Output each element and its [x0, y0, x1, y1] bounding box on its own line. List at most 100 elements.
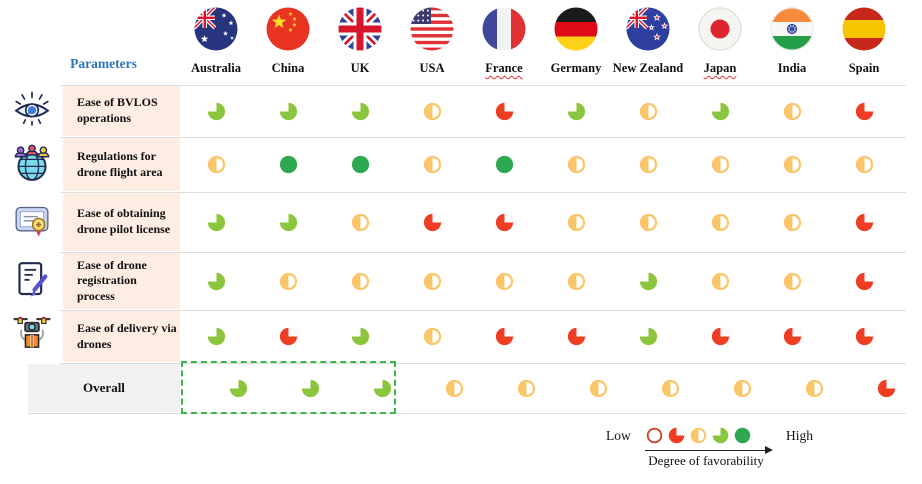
row-ease-of-bvlos-operations: Ease of BVLOS operations — [0, 85, 922, 137]
parameters-header: Parameters — [70, 56, 137, 71]
column-header-spain: Spain — [828, 7, 900, 76]
country-label: Germany — [550, 61, 602, 75]
favorability-full-green-icon — [351, 155, 369, 174]
china-flag-icon — [266, 7, 310, 56]
cell-ease-of-obtaining-drone-pilot-license-germany — [540, 213, 612, 232]
row-icon-cell — [0, 313, 63, 360]
cell-regulations-for-drone-flight-area-germany — [540, 155, 612, 174]
row-label: Ease of BVLOS operations — [77, 95, 158, 125]
delivery-drone-icon — [10, 313, 54, 360]
country-label: UK — [350, 61, 370, 75]
favorability-half-yellow-icon — [567, 213, 585, 231]
favorability-half-yellow-icon — [639, 102, 657, 120]
favorability-three-quarter-green-icon — [712, 427, 729, 444]
legend-scale-icons — [646, 427, 751, 444]
cell-overall-japan — [706, 379, 778, 398]
cell-regulations-for-drone-flight-area-usa — [396, 155, 468, 174]
favorability-half-yellow-icon — [733, 379, 751, 397]
favorability-quarter-red-icon — [877, 379, 895, 397]
favorability-three-quarter-green-icon — [279, 102, 297, 120]
favorability-half-yellow-icon — [783, 155, 801, 174]
favorability-quarter-red-icon — [711, 327, 729, 346]
favorability-empty-icon — [646, 427, 663, 444]
cell-ease-of-bvlos-operations-uk — [324, 102, 396, 121]
cell-regulations-for-drone-flight-area-uk — [324, 155, 396, 174]
favorability-half-yellow-icon — [351, 213, 369, 231]
cell-ease-of-obtaining-drone-pilot-license-usa — [396, 213, 468, 232]
favorability-half-yellow-icon — [783, 102, 801, 120]
row-label: Ease of obtaining drone pilot license — [77, 206, 171, 236]
favorability-half-yellow-icon — [711, 155, 729, 174]
favorability-quarter-red-icon — [495, 213, 513, 231]
favorability-half-yellow-icon — [423, 155, 441, 174]
favorability-full-green-icon — [495, 155, 513, 174]
cell-overall-spain — [850, 379, 922, 398]
spain-flag-icon — [842, 7, 886, 56]
cell-ease-of-bvlos-operations-germany — [540, 102, 612, 121]
row-label: Ease of drone registration process — [77, 257, 147, 303]
favorability-quarter-red-icon — [855, 213, 873, 231]
france-flag-icon — [482, 7, 526, 56]
country-label: France — [485, 61, 523, 75]
cell-regulations-for-drone-flight-area-china — [252, 155, 324, 174]
row-ease-of-obtaining-drone-pilot-license: Ease of obtaining drone pilot license — [0, 192, 922, 252]
row-icon-cell — [0, 200, 63, 245]
country-label: Japan — [703, 61, 737, 75]
row-ease-of-drone-registration-process: Ease of drone registration process — [0, 252, 922, 310]
favorability-half-yellow-icon — [690, 427, 707, 444]
cell-ease-of-obtaining-drone-pilot-license-india — [756, 213, 828, 232]
legend-low-label: Low — [606, 428, 631, 443]
favorability-quarter-red-icon — [855, 327, 873, 346]
cell-regulations-for-drone-flight-area-france — [468, 155, 540, 174]
row-label-band — [28, 364, 180, 412]
favorability-half-yellow-icon — [517, 379, 535, 397]
cell-ease-of-drone-registration-process-usa — [396, 272, 468, 291]
row-divider — [60, 310, 906, 311]
favorability-half-yellow-icon — [279, 272, 297, 290]
favorability-full-green-icon — [734, 427, 751, 444]
column-header-uk: UK — [324, 7, 396, 76]
favorability-half-yellow-icon — [207, 155, 225, 174]
favorability-half-yellow-icon — [423, 272, 441, 290]
favorability-three-quarter-green-icon — [639, 272, 657, 290]
favorability-half-yellow-icon — [855, 155, 873, 174]
favorability-three-quarter-green-icon — [229, 379, 247, 397]
cell-overall-australia — [202, 379, 274, 398]
favorability-half-yellow-icon — [783, 213, 801, 231]
favorability-quarter-red-icon — [567, 327, 585, 346]
column-header-germany: Germany — [540, 7, 612, 76]
column-header-japan: Japan — [684, 7, 756, 76]
globe-people-icon — [11, 141, 53, 188]
legend-high-label: High — [786, 428, 813, 443]
favorability-three-quarter-green-icon — [351, 102, 369, 120]
row-label-band — [63, 138, 180, 191]
cell-regulations-for-drone-flight-area-spain — [828, 155, 900, 174]
cell-ease-of-drone-registration-process-spain — [828, 272, 900, 291]
overall-top-countries-highlight-box — [181, 361, 396, 414]
column-header-new-zealand: New Zealand — [612, 7, 684, 76]
cell-ease-of-drone-registration-process-germany — [540, 272, 612, 291]
cell-ease-of-obtaining-drone-pilot-license-australia — [180, 213, 252, 232]
favorability-half-yellow-icon — [639, 213, 657, 231]
column-header-australia: Australia — [180, 7, 252, 76]
country-label: Spain — [848, 61, 880, 75]
favorability-half-yellow-icon — [567, 272, 585, 290]
favorability-half-yellow-icon — [711, 213, 729, 231]
row-label-band — [63, 253, 180, 309]
cell-ease-of-drone-registration-process-australia — [180, 272, 252, 291]
favorability-quarter-red-icon — [855, 272, 873, 290]
favorability-three-quarter-green-icon — [279, 213, 297, 231]
row-cells — [180, 213, 900, 232]
row-divider — [60, 137, 906, 138]
favorability-half-yellow-icon — [783, 272, 801, 290]
cell-ease-of-obtaining-drone-pilot-license-japan — [684, 213, 756, 232]
row-label-band — [63, 193, 180, 251]
row-divider — [60, 192, 906, 193]
favorability-three-quarter-green-icon — [207, 213, 225, 231]
cell-ease-of-obtaining-drone-pilot-license-france — [468, 213, 540, 232]
favorability-half-yellow-icon — [423, 102, 441, 120]
favorability-full-green-icon — [279, 155, 297, 174]
eye-icon — [11, 89, 53, 134]
table-body: Ease of BVLOS operations Regulations for … — [0, 85, 922, 413]
row-label: Overall — [83, 379, 125, 395]
